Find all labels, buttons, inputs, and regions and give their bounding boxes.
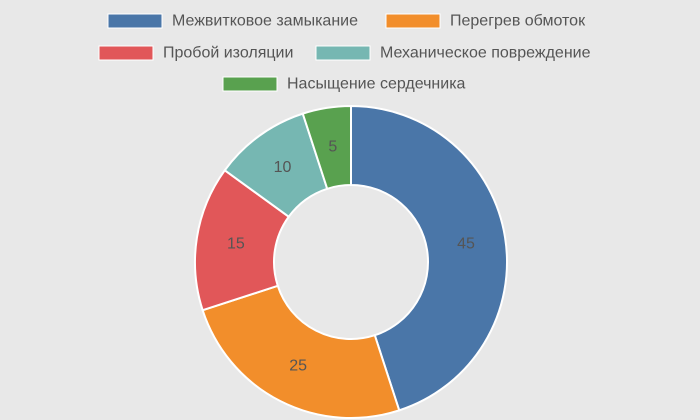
slice-data-label-4: 10 (274, 159, 292, 176)
legend-swatch-1 (107, 13, 163, 29)
legend-label-5: Насыщение сердечника (287, 76, 466, 93)
legend-item-1: Межвитковое замыкание (107, 13, 358, 30)
slice-data-label-2: 25 (289, 357, 307, 374)
legend: Межвитковое замыкание Перегрев обмоток Про… (98, 13, 591, 93)
donut-slices (194, 104, 508, 419)
legend-swatch-4 (315, 45, 371, 61)
slice-data-label-5: 5 (328, 138, 337, 155)
legend-label-3: Пробой изоляции (163, 45, 293, 62)
legend-label-1: Межвитковое замыкание (172, 13, 358, 30)
legend-swatch-3 (98, 45, 154, 61)
donut-slice-2 (201, 284, 401, 419)
slice-data-label-3: 15 (227, 235, 245, 252)
legend-swatch-2 (385, 13, 441, 29)
slice-data-label-1: 45 (457, 235, 475, 252)
legend-label-4: Механическое повреждение (380, 45, 591, 62)
donut-slice-5 (301, 104, 352, 191)
legend-item-4: Механическое повреждение (315, 45, 591, 62)
legend-label-2: Перегрев обмоток (450, 13, 586, 30)
legend-swatch-5 (222, 76, 278, 92)
legend-item-2: Перегрев обмоток (385, 13, 586, 30)
legend-item-3: Пробой изоляции (98, 45, 293, 62)
donut-slice-3 (194, 168, 291, 312)
legend-item-5: Насыщение сердечника (222, 76, 466, 93)
slice-labels: 45 25 15 10 5 (227, 138, 475, 374)
donut-slice-1 (350, 104, 508, 412)
